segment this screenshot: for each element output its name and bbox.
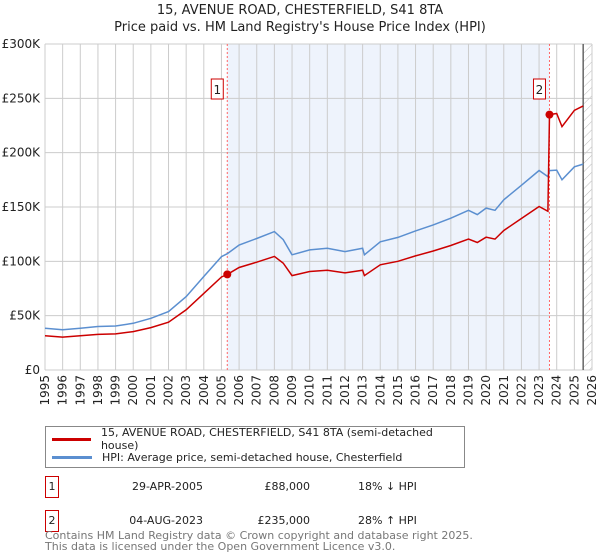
price-chart: 15, AVENUE ROAD, CHESTERFIELD, S41 8TA P…	[2, 3, 599, 406]
legend-swatch-red	[52, 437, 91, 441]
y-tick-label: £0	[25, 363, 40, 377]
x-tick-label: 2011	[320, 375, 334, 406]
x-tick-label: 2022	[514, 375, 528, 406]
sale-price: £235,000	[257, 514, 311, 527]
sale-marker-box	[210, 78, 224, 100]
x-tick-label: 2023	[532, 375, 546, 406]
x-tick-label: 1997	[73, 375, 87, 406]
legend-label: 15, AVENUE ROAD, CHESTERFIELD, S41 8TA (…	[100, 426, 433, 452]
x-tick-label: 2012	[338, 375, 352, 406]
sale-point	[223, 270, 232, 279]
price-paid-line	[44, 105, 584, 338]
sale-date: 04-AUG-2023	[129, 514, 203, 527]
x-tick-label: 2002	[162, 375, 176, 406]
x-tick-label: 1995	[38, 375, 52, 406]
x-tick-label: 2025	[567, 375, 581, 406]
sale-hpi-diff: 28% ↑ HPI	[358, 514, 417, 527]
x-tick-label: 2001	[144, 375, 158, 406]
x-tick-label: 2015	[391, 375, 405, 406]
x-tick-label: 2008	[267, 375, 281, 406]
x-tick-label: 2005	[214, 375, 228, 406]
x-tick-label: 2010	[303, 375, 317, 406]
y-tick-label: £200K	[2, 146, 42, 160]
legend-swatch-blue	[52, 455, 92, 459]
sale-row: 1 29-APR-2005 £88,000 18% ↓ HPI	[45, 476, 545, 498]
x-tick-label: 2007	[250, 375, 264, 406]
sale-date: 29-APR-2005	[131, 480, 203, 493]
chart-subtitle: Price paid vs. HM Land Registry's House …	[114, 20, 486, 35]
sale-price: £88,000	[264, 480, 311, 493]
x-tick-label: 2004	[197, 375, 211, 406]
x-tick-label: 1996	[56, 375, 70, 406]
x-tick-label: 2006	[232, 375, 246, 406]
x-tick-label: 2003	[179, 375, 193, 406]
legend: 15, AVENUE ROAD, CHESTERFIELD, S41 8TA (…	[45, 426, 465, 468]
x-tick-label: 2009	[285, 375, 299, 406]
x-tick-label: 1998	[91, 375, 105, 406]
y-tick-label: £100K	[2, 254, 42, 268]
x-tick-label: 2000	[126, 375, 140, 406]
sale-row: 2 04-AUG-2023 £235,000 28% ↑ HPI	[45, 510, 545, 532]
sale-point	[545, 110, 554, 119]
sale-marker-box	[532, 78, 546, 100]
y-tick-label: £300K	[2, 37, 42, 51]
legend-item-property: 15, AVENUE ROAD, CHESTERFIELD, S41 8TA (…	[52, 426, 464, 452]
sale-marker-label: 1	[213, 83, 221, 97]
x-tick-label: 2014	[373, 375, 387, 406]
x-tick-label: 2017	[426, 375, 440, 406]
legend-label: HPI: Average price, semi-detached house,…	[102, 450, 403, 464]
sale-hpi-diff: 18% ↓ HPI	[358, 480, 417, 493]
y-tick-label: £50K	[9, 309, 41, 323]
sale-marker-label: 2	[45, 510, 59, 532]
x-tick-label: 2024	[550, 375, 564, 406]
x-tick-label: 2018	[444, 375, 458, 406]
hpi-line	[44, 163, 584, 331]
sale-marker-label: 1	[45, 476, 59, 498]
legend-item-hpi: HPI: Average price, semi-detached house,…	[52, 449, 402, 465]
footer: Contains HM Land Registry data © Crown c…	[45, 530, 473, 552]
y-tick-label: £250K	[2, 91, 42, 105]
footer-licence: This data is licensed under the Open Gov…	[45, 540, 396, 553]
x-tick-label: 2016	[409, 375, 423, 406]
x-tick-label: 1999	[109, 375, 123, 406]
footer-copyright: Contains HM Land Registry data © Crown c…	[45, 529, 473, 542]
chart-title: 15, AVENUE ROAD, CHESTERFIELD, S41 8TA	[157, 3, 443, 18]
sale-marker-label: 2	[536, 83, 544, 97]
x-tick-label: 2019	[461, 375, 475, 406]
x-tick-label: 2020	[479, 375, 493, 406]
y-tick-label: £150K	[2, 200, 42, 214]
x-tick-label: 2021	[497, 375, 511, 406]
x-tick-label: 2013	[356, 375, 370, 406]
x-tick-label: 2026	[585, 375, 599, 406]
